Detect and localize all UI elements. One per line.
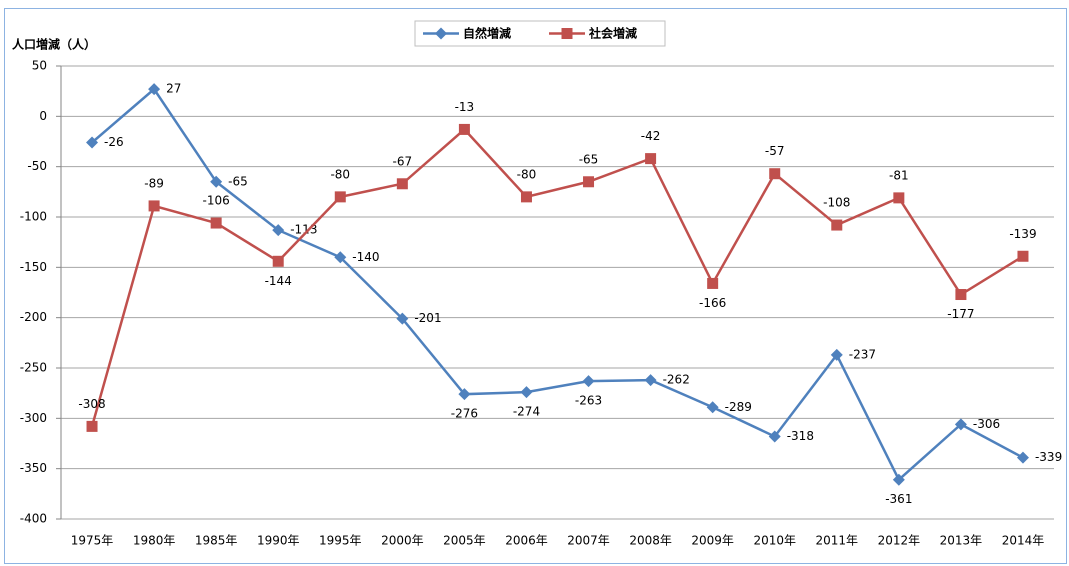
x-tick-label: 2013年: [940, 534, 983, 548]
data-label: -89: [144, 176, 164, 190]
marker: [830, 348, 843, 361]
series-line: [90, 127, 1024, 427]
marker: [396, 312, 409, 325]
data-label: -274: [513, 405, 540, 419]
marker: [645, 153, 657, 165]
data-label: -177: [947, 307, 974, 321]
x-tick-label: 2009年: [691, 534, 734, 548]
data-label: -65: [579, 152, 599, 166]
data-label: -140: [352, 250, 379, 264]
data-label: -276: [451, 407, 478, 421]
y-tick-label: -100: [20, 210, 47, 224]
legend-label: 社会増減: [588, 26, 637, 41]
marker: [644, 374, 657, 387]
y-tick-label: -200: [20, 310, 47, 324]
marker: [334, 191, 346, 203]
marker: [334, 251, 347, 264]
marker: [148, 83, 161, 96]
x-tick-label: 1975年: [71, 534, 114, 548]
marker: [396, 178, 408, 190]
marker: [707, 277, 719, 289]
x-tick-label: 1995年: [319, 534, 362, 548]
data-label: -106: [203, 194, 230, 208]
data-label: -306: [973, 417, 1000, 431]
marker: [955, 289, 967, 301]
data-label: -42: [641, 129, 661, 143]
legend-marker: [561, 28, 573, 39]
marker: [148, 200, 160, 212]
marker: [831, 219, 843, 231]
data-label: -237: [849, 347, 876, 361]
data-label: -80: [330, 167, 350, 181]
data-label: -67: [393, 154, 413, 168]
marker: [769, 168, 781, 180]
series-line: [91, 87, 1024, 482]
x-tick-label: 2010年: [753, 534, 796, 548]
x-tick-label: 1980年: [133, 534, 176, 548]
data-label: -144: [265, 274, 292, 288]
y-tick-label: 0: [39, 109, 47, 123]
legend-box: [414, 20, 666, 47]
y-tick-label: -400: [20, 512, 47, 526]
marker: [210, 217, 222, 229]
chart-frame: [4, 8, 1067, 564]
marker: [272, 224, 285, 237]
marker: [583, 176, 595, 188]
x-tick-label: 2006年: [505, 534, 548, 548]
y-tick-label: -50: [27, 159, 47, 173]
data-label: -201: [414, 311, 441, 325]
data-label: -80: [517, 167, 537, 181]
marker: [892, 473, 905, 486]
y-axis-label: 人口増減（人）: [12, 37, 96, 52]
data-label: -57: [765, 144, 785, 158]
x-tick-label: 2008年: [629, 534, 672, 548]
marker: [706, 401, 719, 414]
data-label: -166: [699, 296, 726, 310]
x-tick-label: 1985年: [195, 534, 238, 548]
marker: [768, 430, 781, 443]
x-tick-label: 2007年: [567, 534, 610, 548]
marker: [582, 375, 595, 388]
data-label: -262: [663, 373, 690, 387]
y-tick-label: -350: [20, 461, 47, 475]
y-tick-label: -300: [20, 411, 47, 425]
marker: [520, 386, 533, 399]
x-tick-label: 2000年: [381, 534, 424, 548]
data-label: -263: [575, 394, 602, 408]
marker: [458, 123, 470, 135]
y-tick-label: -250: [20, 361, 47, 375]
marker: [893, 192, 905, 204]
data-label: -318: [787, 429, 814, 443]
y-tick-label: -150: [20, 260, 47, 274]
y-tick-label: 50: [32, 59, 47, 73]
data-label: -339: [1035, 450, 1062, 464]
data-label: -65: [228, 174, 248, 188]
data-label: -308: [78, 397, 105, 411]
data-label: -108: [823, 196, 850, 210]
data-label: -13: [455, 100, 475, 114]
data-label: -26: [104, 135, 124, 149]
x-tick-label: 1990年: [257, 534, 300, 548]
x-tick-label: 2014年: [1002, 534, 1045, 548]
marker: [954, 418, 967, 431]
marker: [210, 175, 223, 188]
marker: [1017, 250, 1029, 262]
legend-marker: [435, 27, 447, 40]
data-label: -361: [885, 492, 912, 506]
data-label: -289: [725, 400, 752, 414]
marker: [520, 191, 532, 203]
marker: [86, 420, 98, 432]
x-tick-label: 2005年: [443, 534, 486, 548]
marker: [272, 255, 284, 267]
marker: [1016, 451, 1029, 464]
x-tick-label: 2012年: [878, 534, 921, 548]
data-label: -139: [1009, 227, 1036, 241]
legend-label: 自然増減: [463, 26, 511, 41]
data-label: 27: [166, 82, 181, 96]
data-label: -81: [889, 168, 909, 182]
marker: [86, 136, 99, 149]
x-tick-label: 2011年: [816, 534, 859, 548]
marker: [458, 388, 471, 401]
